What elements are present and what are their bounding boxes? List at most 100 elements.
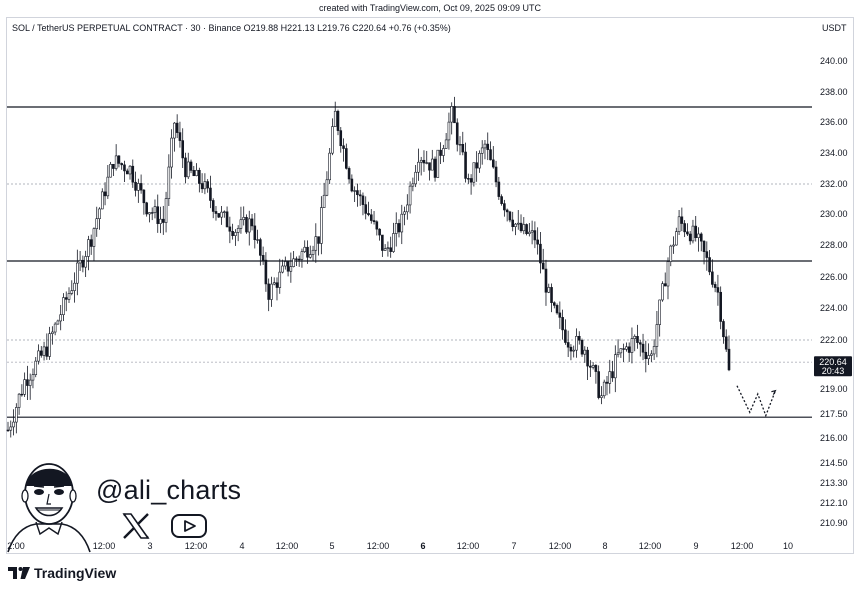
time-tick-label: 12:00	[276, 541, 299, 551]
candle-body	[528, 231, 531, 234]
candle	[688, 231, 692, 245]
candle-body	[170, 137, 173, 168]
x-logo-icon[interactable]	[120, 510, 152, 542]
candle	[28, 373, 32, 400]
candle	[600, 386, 603, 405]
candle-body	[247, 218, 251, 233]
candle-body	[638, 342, 642, 345]
candle	[284, 256, 287, 270]
price-tick-label: 240.00	[820, 56, 848, 66]
candle-body	[358, 194, 362, 197]
tradingview-watermark[interactable]: TradingView	[8, 565, 116, 581]
candle-body	[444, 139, 448, 149]
candle	[541, 248, 545, 270]
candle	[45, 333, 49, 360]
candle	[159, 206, 162, 234]
author-handle: @ali_charts	[96, 475, 242, 505]
candle	[442, 144, 445, 163]
candles	[6, 96, 731, 438]
candle-body	[264, 259, 268, 285]
price-tick-label: 238.00	[820, 87, 848, 97]
candle	[148, 212, 151, 223]
candle	[705, 241, 709, 271]
candle	[697, 227, 700, 252]
candle	[389, 236, 392, 258]
price-tick-label: 222.00	[820, 335, 848, 345]
candle	[439, 142, 442, 165]
candle-body	[516, 222, 520, 225]
candle	[311, 245, 315, 261]
watermark-text: TradingView	[34, 565, 117, 581]
candle-body	[214, 211, 218, 214]
candle	[536, 227, 539, 255]
candle-body	[272, 282, 276, 285]
candle-body	[250, 218, 254, 227]
candle	[547, 283, 551, 294]
candle	[497, 176, 501, 200]
candle-body	[87, 239, 90, 257]
candle-body	[6, 429, 10, 432]
candle-body	[200, 183, 204, 190]
candle-body	[325, 179, 329, 196]
candle	[139, 174, 143, 194]
youtube-icon[interactable]	[170, 512, 208, 540]
candle	[655, 311, 659, 358]
candle	[308, 245, 312, 259]
candle-body	[100, 191, 104, 210]
candle	[652, 339, 656, 360]
candle-body	[536, 239, 539, 245]
candle	[622, 343, 625, 362]
candle-body	[131, 165, 135, 183]
candle	[475, 151, 478, 182]
candle	[544, 259, 548, 306]
time-tick-label: 12:00	[639, 541, 662, 551]
candle-body	[647, 355, 650, 360]
candle-body	[128, 165, 132, 175]
candle	[719, 286, 722, 330]
candle	[516, 209, 520, 230]
candle-body	[64, 297, 68, 300]
candle	[552, 301, 556, 309]
candle	[727, 335, 731, 372]
candle	[411, 177, 415, 192]
candle	[6, 421, 10, 432]
candle	[436, 149, 440, 178]
candle	[245, 214, 248, 234]
candle	[228, 216, 232, 244]
candle-body	[406, 204, 409, 213]
candle-body	[436, 149, 440, 178]
price-tick-label: 232.00	[820, 179, 848, 189]
candle	[500, 194, 503, 206]
candle	[328, 147, 331, 184]
candle-body	[619, 348, 623, 354]
candle	[383, 244, 387, 251]
time-tick-label: 6	[420, 541, 425, 551]
price-tick-label: 230.00	[820, 209, 848, 219]
candle-body	[547, 287, 551, 293]
candle	[95, 206, 99, 237]
candle-body	[306, 246, 309, 258]
candle-body	[198, 169, 201, 184]
candle-body	[15, 407, 18, 423]
candle-body	[76, 262, 79, 284]
candle-body	[245, 217, 248, 233]
candle	[478, 150, 481, 173]
candle-body	[106, 176, 110, 197]
candle	[64, 291, 68, 312]
candle-body	[372, 220, 376, 223]
time-tick-label: 4	[239, 541, 244, 551]
candle-body	[641, 343, 645, 353]
candle-body	[519, 222, 523, 232]
candle-body	[494, 166, 498, 183]
candle	[109, 161, 112, 178]
candle-body	[561, 317, 564, 331]
candle	[711, 259, 714, 288]
candle	[131, 159, 135, 188]
projection-zigzag	[736, 385, 777, 418]
candle-body	[322, 194, 326, 208]
candle	[663, 272, 667, 287]
candle-body	[347, 168, 351, 180]
candle	[26, 365, 29, 401]
candle-body	[161, 218, 165, 223]
